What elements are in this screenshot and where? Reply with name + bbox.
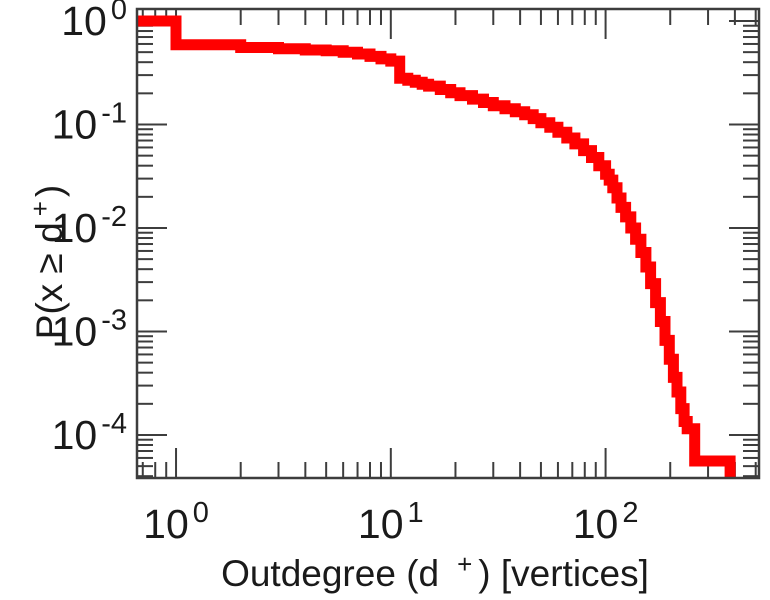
y-axis-title: P(x ≥ d+) (25, 185, 70, 339)
ccdf-curve (137, 15, 736, 479)
x-tick-label-2: 10 2 (573, 497, 639, 547)
x-tick-label-0: 10 0 (143, 497, 209, 547)
y-tick-label--4: 10 -4 (52, 408, 127, 458)
y-tick-label--3: 10 -3 (52, 304, 127, 354)
axis-titles: Outdegree (d +) [vertices] P(x ≥ d+) (25, 185, 649, 594)
y-tick-label--2: 10 -2 (52, 201, 127, 251)
axis-ticks (137, 9, 759, 478)
y-tick-label-0: 10 0 (61, 0, 127, 44)
x-axis-title: Outdegree (d +) [vertices] (221, 549, 649, 594)
tick-labels: 10 0 10 1 10 2 10 0 10 -1 10 -2 10 -3 10 -4 (52, 0, 639, 547)
data-curve-layer (137, 15, 736, 479)
plot-frame (135, 7, 761, 480)
plot-border (135, 7, 761, 480)
y-tick-label--1: 10 -1 (52, 97, 127, 147)
x-tick-label-1: 10 1 (358, 497, 424, 547)
